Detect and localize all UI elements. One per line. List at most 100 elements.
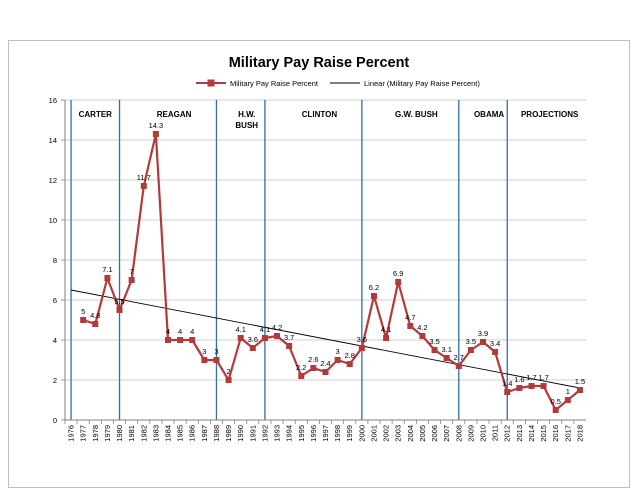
- data-label-1981: 7: [130, 267, 134, 276]
- data-point-2001: [370, 293, 377, 299]
- y-axis-ticks: 0 2 4 6 8 10 12 14 16: [49, 96, 65, 425]
- data-label-2018: 1.5: [575, 377, 585, 386]
- x-tick-label-2017: 2017: [563, 425, 572, 442]
- x-tick-label-1979: 1979: [103, 425, 112, 442]
- data-point-2012: [504, 389, 511, 395]
- data-label-2008: 2.7: [454, 353, 464, 362]
- data-point-2013: [516, 385, 523, 391]
- x-tick-label-1999: 1999: [345, 425, 354, 442]
- x-tick-label-1982: 1982: [139, 425, 148, 442]
- data-point-1979: [104, 275, 111, 281]
- data-point-1984: [164, 337, 171, 343]
- x-tick-label-1985: 1985: [176, 425, 185, 442]
- era-label-clinton: CLINTON: [302, 110, 338, 119]
- era-label-reagan: REAGAN: [157, 110, 192, 119]
- data-point-1991: [249, 345, 256, 351]
- data-point-1999: [346, 361, 353, 367]
- data-label-2016: 0.5: [550, 397, 560, 406]
- data-label-2003: 6.9: [393, 269, 403, 278]
- x-tick-label-2006: 2006: [430, 425, 439, 442]
- data-label-1977: 5: [81, 307, 85, 316]
- x-tick-label-1983: 1983: [151, 425, 160, 442]
- data-point-2002: [383, 335, 390, 341]
- data-label-1988: 3: [214, 347, 218, 356]
- data-point-1983: [152, 131, 159, 137]
- data-label-2012: 1.4: [502, 379, 512, 388]
- x-tick-label-1984: 1984: [163, 425, 172, 442]
- x-tick-label-2005: 2005: [418, 425, 427, 442]
- y-tick-label-12: 12: [49, 176, 57, 185]
- data-point-2014: [528, 383, 535, 389]
- data-point-1993: [274, 333, 281, 339]
- data-label-2014: 1.7: [526, 373, 536, 382]
- x-tick-label-2018: 2018: [575, 425, 584, 442]
- x-tick-label-2003: 2003: [394, 425, 403, 442]
- series-line-pay-raise: [82, 132, 581, 412]
- data-label-1987: 3: [202, 347, 206, 356]
- data-point-1985: [177, 337, 184, 343]
- data-label-1984: 4: [166, 327, 170, 336]
- x-tick-label-2011: 2011: [491, 425, 500, 441]
- data-label-2011: 3.4: [490, 339, 500, 348]
- x-tick-label-1978: 1978: [91, 425, 100, 442]
- y-tick-label-4: 4: [53, 336, 57, 345]
- data-label-2000: 3.6: [357, 335, 367, 344]
- data-point-1980: [116, 307, 123, 313]
- data-point-2010: [480, 339, 487, 345]
- data-label-1996: 2.6: [308, 355, 318, 364]
- x-tick-label-2013: 2013: [515, 425, 524, 442]
- x-tick-label-1987: 1987: [200, 425, 209, 442]
- y-tick-label-8: 8: [53, 256, 57, 265]
- data-label-1986: 4: [190, 327, 194, 336]
- x-tick-label-1991: 1991: [248, 425, 257, 442]
- x-axis-ticks: 1976 1977 1978 1979 1980 1981 1982 1983 1984 1985…: [64, 420, 584, 442]
- data-point-1989: [225, 377, 232, 383]
- data-point-2007: [443, 355, 450, 361]
- era-label-obama: OBAMA: [474, 110, 504, 119]
- x-tick-label-2009: 2009: [466, 425, 475, 442]
- data-label-2017: 1: [566, 387, 570, 396]
- x-tick-label-2002: 2002: [382, 425, 391, 442]
- data-point-1997: [322, 369, 329, 375]
- y-tick-label-14: 14: [49, 136, 57, 145]
- x-tick-label-2008: 2008: [454, 425, 463, 442]
- data-label-2009: 3.5: [466, 337, 476, 346]
- era-label-projections: PROJECTIONS: [521, 110, 579, 119]
- legend: Military Pay Raise Percent Linear (Milit…: [196, 79, 480, 88]
- x-tick-label-2000: 2000: [357, 425, 366, 442]
- data-label-1994: 3.7: [284, 333, 294, 342]
- x-tick-label-2015: 2015: [539, 425, 548, 442]
- data-point-2009: [467, 347, 474, 353]
- data-point-1987: [201, 357, 208, 363]
- y-tick-label-10: 10: [49, 216, 57, 225]
- axes: [64, 100, 586, 421]
- trend-line-linear: [70, 289, 581, 389]
- x-tick-label-2007: 2007: [442, 425, 451, 442]
- data-label-2002: 4.1: [381, 325, 391, 334]
- data-point-1982: [140, 183, 147, 189]
- gridlines: [65, 99, 586, 381]
- data-point-2018: [576, 387, 583, 393]
- data-label-1989: 2: [226, 367, 230, 376]
- x-tick-label-2014: 2014: [527, 425, 536, 442]
- x-tick-label-1988: 1988: [212, 425, 221, 442]
- data-point-2008: [455, 363, 462, 369]
- x-tick-label-2004: 2004: [406, 425, 415, 442]
- y-tick-label-16: 16: [49, 96, 57, 105]
- x-tick-label-1997: 1997: [321, 425, 330, 442]
- x-tick-label-1990: 1990: [236, 425, 245, 442]
- data-label-2013: 1.6: [514, 375, 524, 384]
- trend-line: [70, 289, 581, 389]
- data-label-1992: 4.1: [260, 325, 270, 334]
- x-tick-label-1976: 1976: [67, 425, 76, 442]
- data-point-1994: [286, 343, 293, 349]
- y-tick-label-2: 2: [53, 376, 57, 385]
- data-label-1995: 2.2: [296, 363, 306, 372]
- data-point-1995: [298, 373, 305, 379]
- era-label-carter: CARTER: [79, 110, 113, 119]
- x-tick-label-1981: 1981: [127, 425, 136, 442]
- data-label-1998: 3: [336, 347, 340, 356]
- data-label-2006: 3.5: [429, 337, 439, 346]
